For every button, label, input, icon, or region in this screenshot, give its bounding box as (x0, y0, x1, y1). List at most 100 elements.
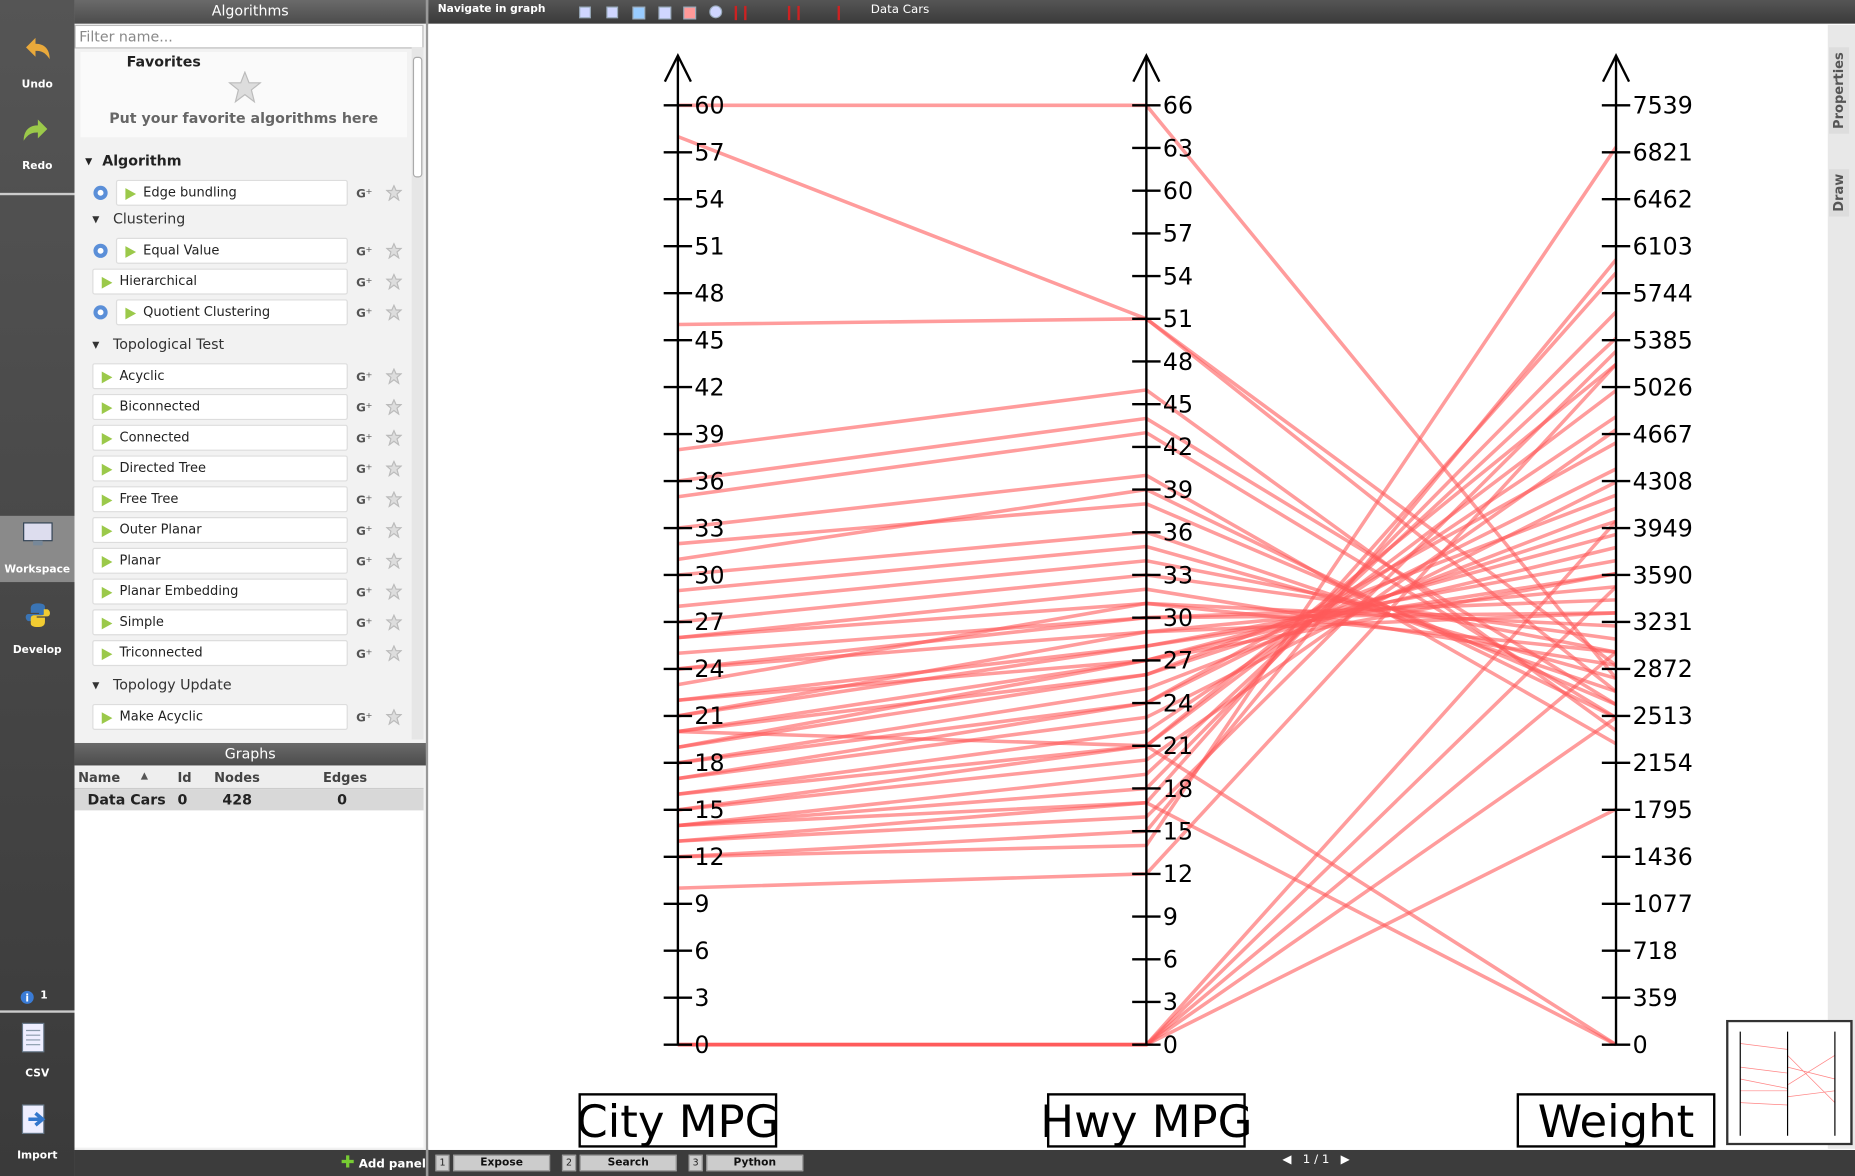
add-panel-button[interactable]: ✚ Add panel (340, 1153, 426, 1173)
star-icon (228, 70, 262, 104)
group-header[interactable]: ▾ Topology Update (92, 676, 232, 694)
notification-count: 1 (40, 990, 48, 1003)
tick-label: 21 (1163, 732, 1193, 760)
scrollbar[interactable] (411, 47, 424, 740)
tab-key: 2 (561, 1154, 577, 1172)
favorite-star (385, 184, 403, 205)
algorithm-row[interactable]: Outer Planar (92, 517, 348, 544)
algorithm-row[interactable]: Planar (92, 547, 348, 574)
minimap[interactable] (1726, 1019, 1854, 1146)
toolbar-button[interactable]: Undo (21, 79, 53, 92)
toolbar-button[interactable]: Workspace (4, 564, 71, 577)
toolbar-button[interactable]: Import (17, 1149, 58, 1162)
column-header[interactable]: Edges (322, 770, 368, 786)
add-graph-icon: G + (356, 584, 373, 602)
table-cell: 0 (337, 791, 348, 809)
tick-label: 30 (1163, 604, 1193, 632)
algorithm-row[interactable]: Free Tree (92, 486, 348, 513)
tick-label: 6 (1163, 946, 1178, 974)
tick-label: 9 (1163, 903, 1178, 931)
toolbar-button[interactable]: Develop (12, 644, 62, 657)
filter-input[interactable]: Filter name... (74, 24, 424, 49)
algorithm-row[interactable]: Biconnected (92, 393, 348, 421)
toolbar-button[interactable]: Redo (22, 160, 53, 173)
algorithm-row[interactable]: Connected (92, 424, 348, 451)
axis-label-box (1516, 1093, 1716, 1148)
algorithm-row[interactable]: Directed Tree (92, 455, 348, 482)
svg-text:+: + (366, 369, 373, 379)
algorithm-row[interactable]: Hierarchical (92, 268, 348, 295)
run-icon (101, 431, 114, 455)
prev-page[interactable]: ◀ (1282, 1153, 1303, 1167)
add-graph-icon: G + (356, 186, 373, 204)
algorithm-row[interactable]: Make Acyclic (92, 703, 348, 730)
column-header[interactable]: Name (78, 770, 121, 786)
tick-label: 42 (1163, 433, 1193, 461)
tick-label: 39 (1163, 476, 1193, 504)
tab-button[interactable]: Python (706, 1154, 804, 1172)
algorithm-row[interactable]: Simple (92, 609, 348, 636)
parallel-coordinates: 03691215182124273033363942454851545760Ci… (576, 52, 1716, 1148)
tick-label: 359 (1633, 984, 1678, 1012)
algorithm-row[interactable]: Equal Value (115, 237, 348, 264)
algorithm-row[interactable]: Triconnected (92, 640, 348, 667)
tick-label: 18 (1163, 775, 1193, 803)
run-icon (101, 369, 114, 393)
algorithm-row[interactable]: Quotient Clustering (115, 299, 348, 326)
tick-label: 48 (1163, 348, 1193, 376)
svg-text:+: + (366, 306, 373, 316)
graph-name: Data Cars (870, 3, 930, 17)
add-graph-icon: G + (356, 615, 373, 633)
run-icon (124, 244, 137, 268)
favorite-star (385, 708, 403, 729)
toolbar-icon (21, 117, 52, 147)
tick-label: 2513 (1633, 702, 1693, 730)
tick-label: 3 (1163, 988, 1178, 1016)
svg-text:G: G (356, 647, 366, 660)
side-tab[interactable]: Properties (1828, 47, 1850, 134)
toolbar-button[interactable]: CSV (25, 1068, 50, 1081)
column-header[interactable]: Nodes (214, 770, 260, 786)
add-graph-icon: G + (356, 274, 373, 292)
add-graph-icon: G + (356, 369, 373, 387)
side-tab[interactable]: Draw (1828, 169, 1850, 217)
axis-arrow (1132, 52, 1161, 83)
axis-label-box (1046, 1093, 1246, 1148)
algorithm-row[interactable]: Edge bundling (115, 179, 348, 206)
tick-label: 57 (1163, 220, 1193, 248)
tab-button[interactable]: Search (579, 1154, 677, 1172)
algorithm-row[interactable]: Planar Embedding (92, 578, 348, 605)
workspace-tabs: 1 Expose 2 Search 3 Python (435, 1154, 825, 1174)
favorite-star (385, 490, 403, 511)
svg-text:G: G (356, 524, 366, 537)
toolbar-separator (0, 1010, 75, 1013)
expand-arrow[interactable]: ▾ (85, 152, 103, 170)
svg-text:+: + (366, 646, 373, 656)
next-page[interactable]: ▶ (1329, 1153, 1350, 1167)
algorithm-row[interactable]: Acyclic (92, 363, 348, 390)
column-header[interactable]: Id (177, 770, 192, 786)
svg-text:G: G (356, 711, 366, 724)
tick-label: 60 (1163, 177, 1193, 205)
tick-label: 36 (1163, 519, 1193, 547)
run-icon (101, 492, 114, 516)
tick-label: 2154 (1633, 749, 1693, 777)
group-header[interactable]: ▾ Topological Test (92, 336, 225, 353)
tick-label: 0 (694, 1031, 709, 1059)
svg-text:+: + (366, 554, 373, 564)
algorithm-name: Connected (119, 429, 190, 445)
add-graph-icon: G + (356, 400, 373, 418)
tick-label: 3231 (1633, 608, 1693, 636)
tab-button[interactable]: Expose (453, 1154, 551, 1172)
tick-label: 0 (1163, 1031, 1178, 1059)
svg-text:G: G (356, 493, 366, 506)
svg-text:G: G (356, 462, 366, 475)
tick-label: 27 (694, 608, 724, 636)
tick-label: 15 (1163, 817, 1193, 845)
tick-label: 18 (694, 749, 724, 777)
group-header[interactable]: ▾ Clustering (92, 210, 186, 228)
svg-text:i: i (25, 991, 29, 1004)
tab-key: 1 (435, 1154, 450, 1172)
add-graph-icon: G + (356, 244, 373, 262)
